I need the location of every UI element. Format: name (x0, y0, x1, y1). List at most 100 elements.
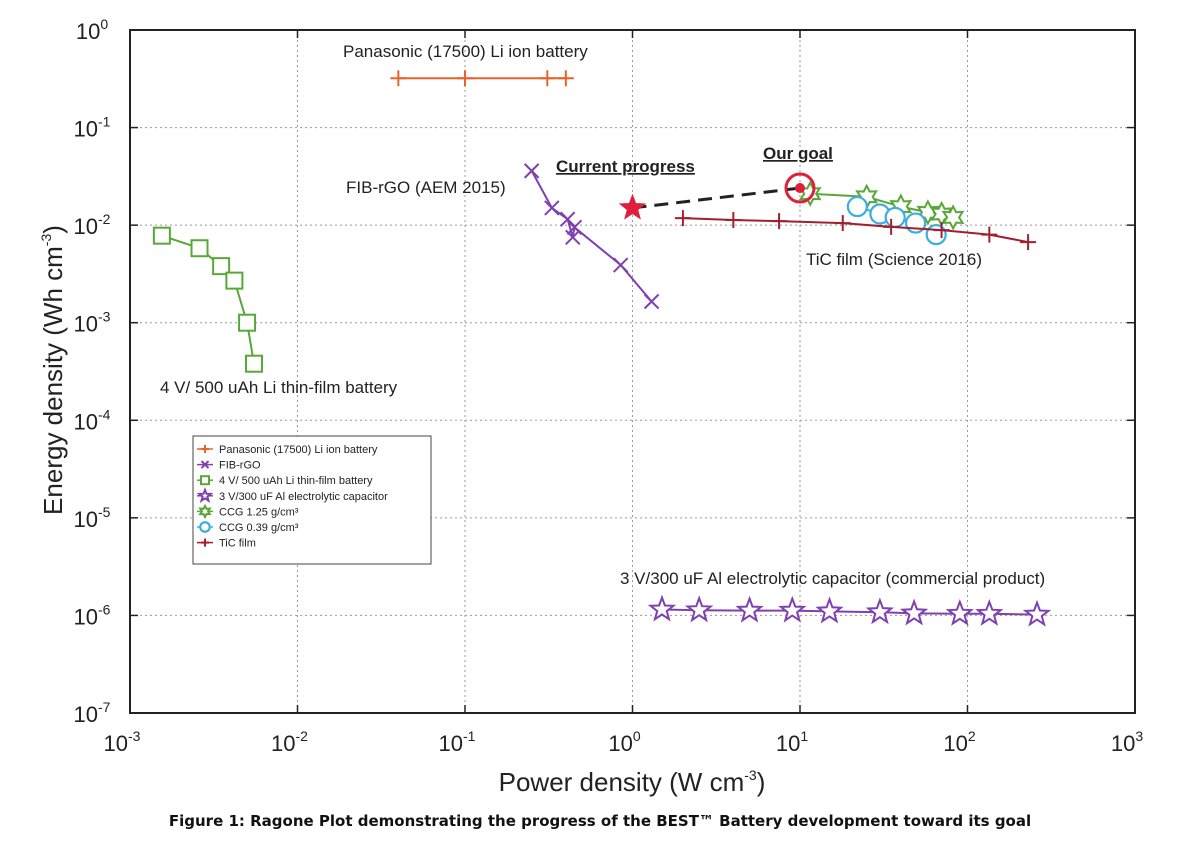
legend-entry-2: 4 V/ 500 uAh Li thin-film battery (197, 475, 373, 487)
goal-dot (795, 183, 805, 194)
marker-star (1022, 599, 1052, 627)
legend-entry-0: Panasonic (17500) Li ion battery (197, 444, 378, 456)
annotation-current-progress: Current progress (556, 157, 695, 176)
legend-label: CCG 1.25 g/cm³ (219, 506, 299, 518)
marker-cross (544, 200, 560, 216)
marker-plus (1020, 234, 1037, 251)
legend-label: FIB-rGO (219, 460, 261, 472)
marker-star (735, 595, 764, 623)
marker-star (647, 594, 677, 622)
series-line (682, 217, 1029, 244)
y-axis-title: Energy density (Wh cm-3) (38, 225, 68, 515)
y-tick-label: 10-5 (74, 504, 111, 532)
legend-entry-1: FIB-rGO (197, 460, 261, 472)
x-tick-label: 10-3 (104, 728, 141, 756)
progress-layer (618, 172, 816, 220)
marker-square (238, 313, 257, 332)
marker-plus (981, 226, 998, 243)
marker-plus (771, 213, 788, 230)
series-6 (674, 210, 1037, 251)
marker-cross (200, 460, 210, 469)
legend-entry-6: TiC film (197, 538, 256, 550)
legend-entry-5: CCG 0.39 g/cm³ (197, 521, 299, 534)
y-tick-label: 10-7 (74, 699, 111, 727)
marker-cross (612, 257, 629, 273)
marker-circle (199, 521, 211, 533)
marker-hexstar (941, 204, 965, 231)
marker-plus (201, 538, 209, 547)
annotation-thin-film: 4 V/ 500 uAh Li thin-film battery (160, 378, 398, 397)
marker-star (815, 596, 844, 624)
y-axis-title-main: Energy density (Wh cm (38, 246, 68, 515)
marker-plus (457, 70, 473, 87)
grid-lines (130, 30, 1135, 713)
marker-plus (674, 210, 691, 227)
marker-plus (557, 70, 574, 87)
marker-circle (925, 223, 947, 246)
marker-cross (566, 219, 583, 236)
marker-cross (523, 163, 540, 179)
y-tick-label: 100 (76, 16, 108, 44)
legend-entry-4: CCG 1.25 g/cm³ (197, 503, 299, 520)
marker-square (225, 271, 244, 290)
marker-star (778, 595, 807, 623)
series-layer (152, 70, 1052, 627)
marker-star (196, 486, 214, 504)
x-axis-ticks: 10-3 10-2 10-1 100 101 102 103 (104, 30, 1143, 756)
annotation-panasonic: Panasonic (17500) Li ion battery (343, 42, 588, 61)
marker-plus (883, 218, 900, 235)
series-line (661, 608, 1038, 616)
series-line (530, 170, 653, 303)
progress-dashed-line (632, 186, 801, 210)
legend-entry-3: 3 V/300 uF Al electrolytic capacitor (196, 486, 388, 504)
x-axis-title: Power density (W cm-3) (499, 767, 766, 797)
x-axis-title-main: Power density (W cm (499, 767, 745, 797)
x-tick-label: 102 (943, 728, 975, 756)
y-axis-ticks: 10-7 10-6 10-5 10-4 10-3 10-2 10-1 100 (74, 16, 1135, 727)
y-tick-label: 10-4 (74, 406, 111, 434)
marker-plus (725, 211, 742, 228)
marker-square (152, 226, 171, 245)
y-tick-label: 10-2 (74, 211, 111, 239)
marker-star (945, 598, 974, 626)
marker-hexstar (198, 503, 212, 520)
goal-ring (784, 172, 816, 204)
legend-label: 3 V/300 uF Al electrolytic capacitor (219, 491, 388, 503)
marker-square (200, 475, 210, 486)
marker-square (212, 257, 231, 276)
marker-hexstar (916, 199, 940, 226)
marker-star (684, 595, 714, 623)
legend: Panasonic (17500) Li ion battery FIB-rGO 4… (192, 435, 432, 565)
marker-square (245, 354, 264, 373)
legend-label: Panasonic (17500) Li ion battery (219, 444, 378, 456)
series-2 (152, 226, 264, 373)
legend-label: TiC film (219, 538, 256, 550)
legend-box (192, 435, 432, 565)
legend-label: 4 V/ 500 uAh Li thin-film battery (219, 475, 373, 487)
x-tick-label: 10-1 (439, 728, 476, 756)
x-axis-title-sup: -3 (744, 767, 757, 783)
annotation-tic-film: TiC film (Science 2016) (806, 250, 982, 269)
marker-circle (846, 195, 868, 218)
marker-star (865, 597, 895, 625)
marker-star (975, 598, 1004, 626)
series-0 (390, 70, 574, 87)
y-tick-label: 10-6 (74, 601, 111, 629)
x-axis-title-tail: ) (757, 767, 766, 797)
x-tick-label: 101 (776, 728, 808, 756)
marker-plus (933, 222, 950, 239)
marker-square (190, 239, 209, 258)
annotation-capacitor: 3 V/300 uF Al electrolytic capacitor (co… (620, 569, 1045, 588)
y-tick-label: 10-3 (74, 309, 111, 337)
marker-plus (390, 70, 407, 87)
x-tick-label: 100 (608, 728, 640, 756)
x-tick-label: 103 (1111, 728, 1143, 756)
figure-caption: Figure 1: Ragone Plot demonstrating the … (168, 812, 1032, 830)
y-axis-title-sup: -3 (38, 234, 54, 247)
legend-label: CCG 0.39 g/cm³ (219, 522, 299, 534)
marker-plus (201, 445, 209, 453)
marker-plus (539, 70, 556, 87)
marker-cross (643, 293, 660, 310)
series-1 (523, 163, 660, 310)
marker-plus (834, 215, 851, 232)
